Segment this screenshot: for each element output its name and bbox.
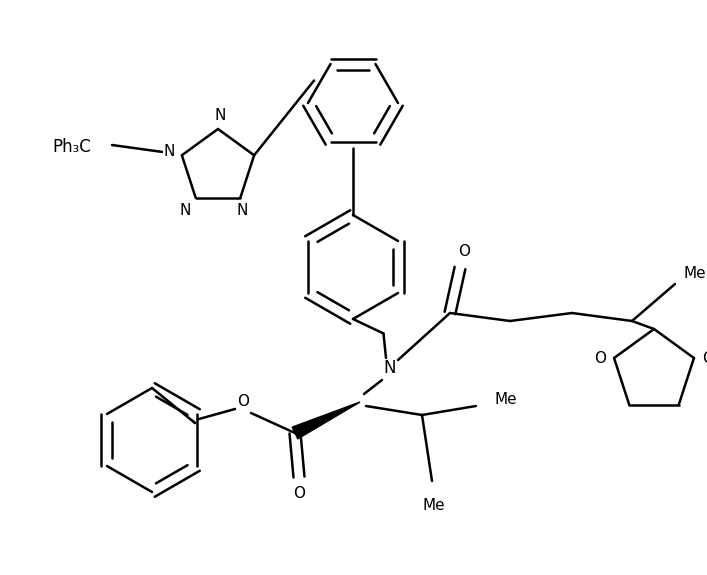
Text: N: N [237,203,248,218]
Text: N: N [163,144,175,159]
Text: Me: Me [423,497,445,512]
Text: O: O [702,351,707,366]
Text: Me: Me [684,266,706,281]
Text: N: N [384,359,396,377]
Text: Ph₃C: Ph₃C [52,138,91,156]
Text: O: O [237,393,249,408]
Text: N: N [214,109,226,124]
Text: N: N [180,203,192,218]
Text: Me: Me [495,393,518,408]
Text: O: O [458,244,470,259]
Text: O: O [293,486,305,501]
Text: O: O [594,351,606,366]
Polygon shape [292,402,360,439]
